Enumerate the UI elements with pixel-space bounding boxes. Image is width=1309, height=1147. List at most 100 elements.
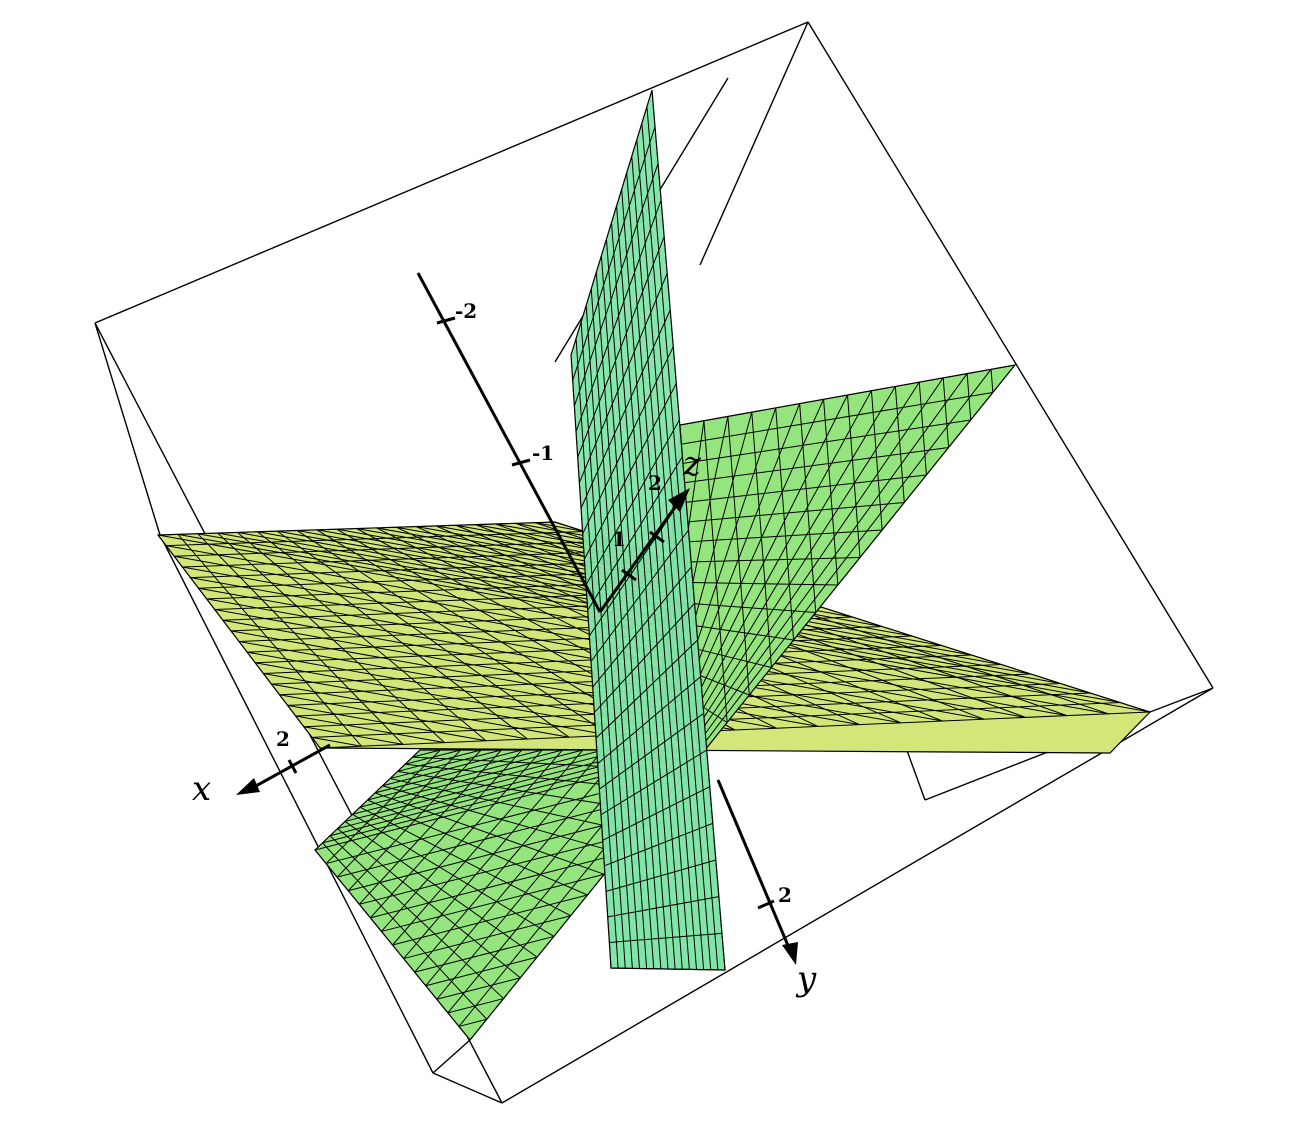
horizontal-plane-grid-diagonal <box>279 694 528 740</box>
x-axis <box>244 743 331 794</box>
z-tick-neg1 <box>511 458 531 467</box>
x-tick-label-2: 2 <box>276 727 290 751</box>
horizontal-plane-grid-diagonal <box>295 715 445 744</box>
tilted-plane-grid-diagonal <box>337 750 645 830</box>
tilted-plane-grid-diagonal <box>359 750 583 808</box>
tilted-plane-grid-diagonal <box>751 412 772 668</box>
horizontal-plane-grid-diagonal <box>535 522 585 532</box>
y-tick-label-2: 2 <box>778 883 792 907</box>
horizontal-plane-grid-diagonal <box>271 683 570 738</box>
tilted-plane-grid-diagonal <box>966 373 972 421</box>
vertical-plane-grid-line <box>580 309 671 509</box>
vertical-plane-grid-line <box>587 456 683 611</box>
horizontal-plane-grid-diagonal <box>303 726 404 745</box>
tilted-plane-grid-diagonal <box>367 750 563 801</box>
tilted-plane-grid-diagonal <box>942 377 950 448</box>
tilted-plane-grid-diagonal <box>436 977 521 1000</box>
vertical-plane-grid-line <box>607 896 720 918</box>
horizontal-plane-grid-diagonal <box>198 587 943 722</box>
vertical-plane-grid-line <box>578 273 668 483</box>
tilted-plane-grid-diagonal <box>894 386 905 503</box>
tilted-plane-grid-line <box>678 392 993 446</box>
z-axis-negative <box>416 272 602 613</box>
vertical-plane-grid-line <box>605 859 717 892</box>
tilted-plane-grid-line <box>677 419 971 465</box>
tilted-plane-grid-line <box>329 835 504 999</box>
horizontal-plane-grid-line <box>255 635 913 664</box>
z-tick-label-2: 2 <box>648 471 662 495</box>
x-axis-name: x <box>192 769 211 809</box>
vertical-plane-grid-line <box>595 639 698 739</box>
horizontal-plane-grid-diagonal <box>214 609 860 726</box>
vertical-plane-grid-line <box>609 932 722 943</box>
vertical-plane-grid-line <box>604 822 714 867</box>
tilted-plane-grid-diagonal <box>382 750 522 787</box>
tilted-plane-grid-diagonal <box>918 382 927 476</box>
z-axis-positive <box>598 495 685 613</box>
y-axis-arrowhead <box>782 942 798 965</box>
tilted-plane-grid-line <box>671 529 883 544</box>
vertical-plane-grid-line <box>572 126 656 381</box>
vertical-plane-grid-line <box>573 163 659 407</box>
tilted-plane-grid-diagonal <box>775 407 795 641</box>
tilted-plane-grid-diagonal <box>870 390 883 531</box>
x-tick-2 <box>287 759 298 774</box>
axes <box>236 272 798 965</box>
tilted-plane-grid-diagonal <box>374 750 543 794</box>
tilted-plane-grid-diagonal <box>397 750 482 772</box>
vertical-plane <box>570 89 726 971</box>
horizontal-plane-grid-diagonal <box>287 704 487 742</box>
z-axis-name: z <box>682 444 702 484</box>
y-tick-2 <box>757 899 775 910</box>
vertical-plane-grid-line <box>590 529 689 662</box>
z-axis-arrowhead <box>668 488 690 512</box>
tilted-plane-grid-diagonal <box>847 394 861 558</box>
vertical-plane-grid-line <box>583 383 677 560</box>
tilted-plane-grid-diagonal <box>703 420 728 723</box>
horizontal-plane-grid-diagonal <box>190 577 985 720</box>
tilted-plane-grid-diagonal <box>403 915 571 960</box>
tilted-plane-grid-diagonal <box>392 894 588 946</box>
z-tick-neg2 <box>436 316 456 325</box>
tilted-plane-grid-diagonal <box>370 853 622 919</box>
tilted-plane-grid-line <box>367 799 588 896</box>
vertical-plane-grid-line <box>575 199 662 432</box>
tilted-plane-grid-line <box>359 806 571 917</box>
horizontal-plane-grid-diagonal <box>311 736 362 747</box>
tilted-plane-grid-line <box>669 557 861 563</box>
tilted-plane-grid-diagonal <box>404 750 461 765</box>
tilted-plane-grid-diagonal <box>990 369 994 393</box>
tilted-plane-grid-line <box>344 821 538 958</box>
tilted-plane-grid-diagonal <box>352 750 604 815</box>
z-tick-2 <box>649 530 665 544</box>
tilted-plane-grid-line <box>382 785 622 855</box>
vertical-plane-grid-line <box>593 602 695 713</box>
tilted-plane-grid-line <box>675 447 949 485</box>
vertical-plane-grid-line <box>592 566 692 688</box>
y-axis <box>716 779 794 956</box>
vertical-plane-grid-line <box>600 749 708 816</box>
tilted-plane-grid-line <box>668 581 838 586</box>
tilted-plane-grid-diagonal <box>447 998 504 1014</box>
tilted-plane-grid-diagonal <box>412 750 441 758</box>
tilted-plane-grid-diagonal <box>359 832 638 905</box>
vertical-plane-grid-line <box>571 90 653 356</box>
horizontal-plane-grid-diagonal <box>206 598 902 724</box>
tilted-plane-grid-diagonal <box>381 873 605 932</box>
vertical-plane-grid-line <box>602 786 711 841</box>
tilted-plane-grid-line <box>389 778 638 834</box>
vertical-plane-grid-line <box>599 712 705 790</box>
z-tick-1 <box>621 568 637 582</box>
tilted-plane-grid-line <box>352 813 555 937</box>
tilted-plane-grid-diagonal <box>823 399 839 586</box>
z-tick-label-neg2: -2 <box>455 299 477 323</box>
tilted-plane-grid-diagonal <box>414 935 555 973</box>
horizontal-plane-grid-line <box>166 531 585 547</box>
tilted-plane-grid-line <box>322 842 488 1020</box>
horizontal-plane-grid-diagonal <box>263 672 611 736</box>
tilted-plane-grid-diagonal <box>425 956 538 987</box>
horizontal-plane-grid-diagonal <box>255 662 653 735</box>
z-tick-label-1: 1 <box>612 527 626 551</box>
vertical-plane-grid-line <box>582 346 674 535</box>
